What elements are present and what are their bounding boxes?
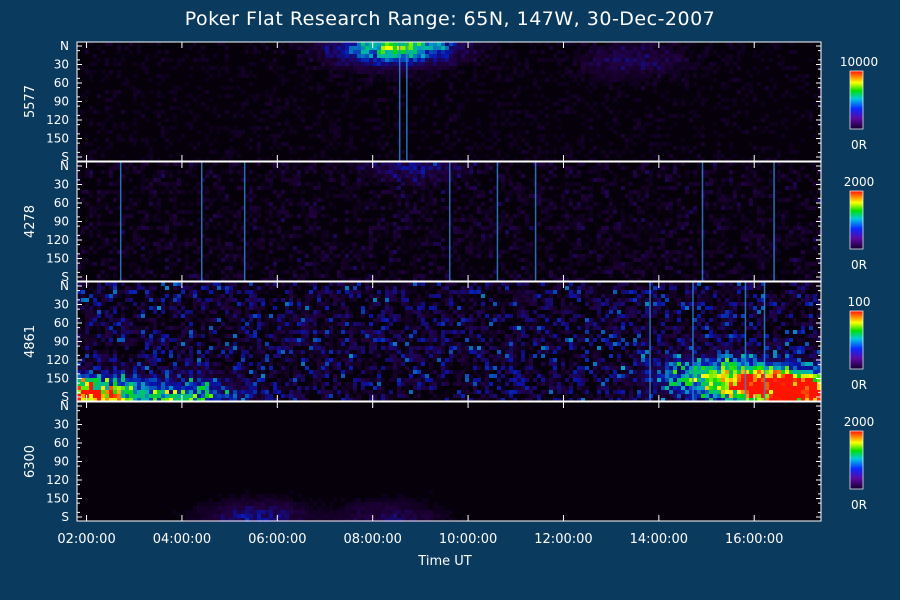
colorbar-max-label: 2000 bbox=[844, 415, 875, 429]
colorbar: 100 0R bbox=[848, 295, 871, 392]
y-tick-label: 120 bbox=[46, 233, 69, 247]
panel-5577: N 30 60 90 120 150 S 5577 10000 0R bbox=[23, 39, 878, 164]
intensity-field bbox=[77, 282, 821, 402]
y-tick-label: N bbox=[60, 279, 69, 293]
panel-wavelength-label: 4278 bbox=[23, 205, 38, 238]
streak-line bbox=[449, 162, 451, 281]
intensity-field bbox=[77, 42, 821, 162]
y-tick-label: 120 bbox=[46, 353, 69, 367]
streak-line bbox=[692, 282, 694, 401]
streak-line bbox=[406, 42, 408, 161]
y-tick-label: 30 bbox=[54, 58, 69, 72]
colorbar-min-label: 0R bbox=[851, 138, 867, 152]
panel-4278: N 30 60 90 120 150 S 4278 2000 0R bbox=[23, 159, 874, 284]
y-tick-label: N bbox=[60, 399, 69, 413]
y-tick-label: 30 bbox=[54, 298, 69, 312]
panel-6300: N 30 60 90 120 150 S 6300 2000 0R bbox=[23, 399, 874, 524]
intensity-field bbox=[77, 162, 821, 282]
y-tick-label: 90 bbox=[54, 95, 69, 109]
streak-line bbox=[701, 162, 704, 281]
panel-wavelength-label: 5577 bbox=[23, 85, 38, 118]
streak-line bbox=[744, 282, 747, 401]
y-tick-label: 90 bbox=[54, 455, 69, 469]
colorbar: 2000 0R bbox=[844, 415, 875, 512]
panel-background bbox=[77, 402, 821, 521]
panel-wavelength-label: 6300 bbox=[23, 445, 38, 478]
y-tick-label: S bbox=[61, 150, 69, 164]
x-axis-label: Time UT bbox=[418, 554, 472, 569]
y-tick-label: 60 bbox=[54, 76, 69, 90]
colorbar-max-label: 100 bbox=[848, 295, 871, 309]
y-tick-label: 150 bbox=[46, 252, 69, 266]
y-tick-label: 90 bbox=[54, 335, 69, 349]
y-tick-label: S bbox=[61, 270, 69, 284]
colorbar-max-label: 2000 bbox=[844, 175, 875, 189]
x-tick-label: 04:00:00 bbox=[153, 532, 211, 547]
y-tick-label: N bbox=[60, 39, 69, 53]
y-tick-label: 120 bbox=[46, 113, 69, 127]
y-tick-label: 60 bbox=[54, 196, 69, 210]
y-tick-label: 60 bbox=[54, 316, 69, 330]
colorbar-min-label: 0R bbox=[851, 258, 867, 272]
colorbar: 2000 0R bbox=[844, 175, 875, 272]
streak-line bbox=[201, 162, 203, 281]
streak-line bbox=[773, 162, 775, 281]
y-tick-label: S bbox=[61, 510, 69, 524]
x-tick-label: 02:00:00 bbox=[57, 532, 115, 547]
x-tick-label: 12:00:00 bbox=[534, 532, 592, 547]
y-tick-label: 150 bbox=[46, 492, 69, 506]
streak-line bbox=[763, 282, 766, 401]
y-tick-label: 90 bbox=[54, 215, 69, 229]
x-tick-label: 10:00:00 bbox=[439, 532, 497, 547]
x-tick-label: 16:00:00 bbox=[725, 532, 783, 547]
streak-line bbox=[649, 282, 651, 401]
y-tick-label: 150 bbox=[46, 132, 69, 146]
y-tick-label: 60 bbox=[54, 436, 69, 450]
y-tick-label: N bbox=[60, 159, 69, 173]
streak-line bbox=[243, 162, 246, 281]
x-tick-label: 14:00:00 bbox=[630, 532, 688, 547]
chart-title: Poker Flat Research Range: 65N, 147W, 30… bbox=[184, 8, 716, 30]
intensity-field bbox=[173, 490, 465, 522]
y-tick-label: 30 bbox=[54, 178, 69, 192]
y-tick-label: S bbox=[61, 390, 69, 404]
x-tick-label: 08:00:00 bbox=[343, 532, 401, 547]
colorbar-min-label: 0R bbox=[851, 498, 867, 512]
colorbar-min-label: 0R bbox=[851, 378, 867, 392]
panel-wavelength-label: 4861 bbox=[23, 325, 38, 358]
y-tick-label: 120 bbox=[46, 473, 69, 487]
streak-line bbox=[398, 42, 401, 161]
y-tick-label: 30 bbox=[54, 418, 69, 432]
colorbar-max-label: 10000 bbox=[840, 55, 878, 69]
streak-line bbox=[496, 162, 499, 281]
streak-line bbox=[534, 162, 537, 281]
x-tick-label: 06:00:00 bbox=[248, 532, 306, 547]
panel-4861: N 30 60 90 120 150 S 4861 100 0R bbox=[23, 279, 870, 404]
streak-line bbox=[119, 162, 122, 281]
y-tick-label: 150 bbox=[46, 372, 69, 386]
colorbar: 10000 0R bbox=[840, 55, 878, 152]
